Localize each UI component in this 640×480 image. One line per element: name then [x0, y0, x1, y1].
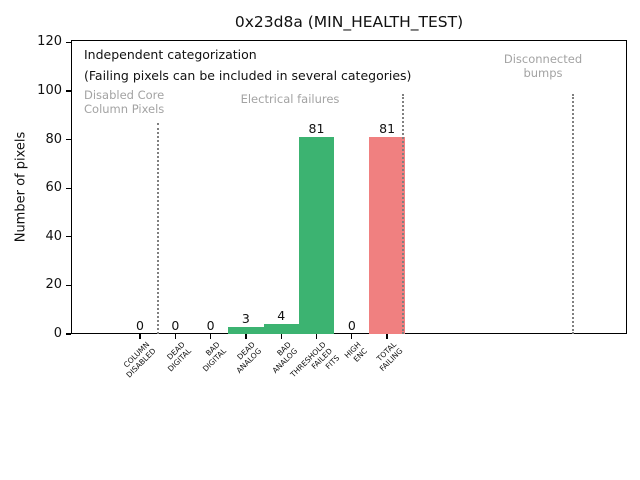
- y-tick-label: 40: [45, 228, 62, 244]
- bar: [369, 137, 405, 334]
- bar-value-label: 3: [241, 310, 250, 326]
- x-tick-label-text: COLUMN DISABLED: [121, 340, 158, 380]
- y-tick-label: 60: [45, 180, 62, 196]
- x-tick-mark: [209, 334, 212, 339]
- bar: [263, 324, 299, 334]
- x-tick-label-text: THRESHOLD FAILED FITS: [288, 340, 342, 380]
- plot-area: [71, 40, 627, 334]
- y-tick-mark: [66, 333, 71, 335]
- annotation-independent-categorization: Independent categorization: [84, 47, 257, 62]
- y-tick-mark: [66, 187, 71, 189]
- bar-value-label: 4: [277, 308, 286, 324]
- chart-title: 0x23d8a (MIN_HEALTH_TEST): [234, 13, 464, 31]
- x-tick-label-text: HIGH ENC: [343, 340, 370, 365]
- y-tick-mark: [66, 90, 71, 92]
- x-tick-label-text: DEAD ANALOG: [235, 340, 264, 376]
- y-tick-mark: [66, 284, 71, 287]
- bar-value-label: 81: [308, 121, 325, 137]
- x-tick-mark: [174, 334, 176, 339]
- bar-value-label: 81: [379, 121, 396, 137]
- bar: [298, 137, 335, 334]
- x-tick-mark: [139, 334, 141, 339]
- y-tick-label: 80: [45, 131, 62, 147]
- x-tick-mark: [386, 334, 388, 339]
- x-tick-mark: [245, 334, 247, 339]
- x-tick-label-text: TOTAL FAILING: [375, 340, 406, 374]
- annotation-failing-pixels-note: (Failing pixels can be included in sever…: [84, 68, 412, 83]
- bar: [228, 326, 264, 334]
- x-tick-mark: [351, 334, 353, 339]
- section-label-disconnected-bumps: Disconnected bumps: [503, 52, 583, 80]
- bar-value-label: 0: [136, 318, 144, 333]
- x-tick-mark: [315, 334, 318, 339]
- y-tick-label: 20: [45, 277, 62, 293]
- section-label-disabled-core-column-pixels: Disabled Core Column Pixels: [84, 88, 165, 116]
- x-tick-mark: [280, 334, 282, 339]
- bar-value-label: 0: [347, 318, 356, 333]
- y-tick-label: 100: [37, 83, 62, 99]
- x-tick-label-text: BAD DIGITAL: [201, 340, 229, 374]
- y-tick-mark: [66, 138, 71, 141]
- y-tick-label: 0: [53, 326, 62, 341]
- section-divider-line: [571, 94, 574, 334]
- y-tick-mark: [66, 236, 71, 238]
- section-label-electrical-failures: Electrical failures: [240, 92, 340, 106]
- bar-value-label: 0: [206, 318, 215, 333]
- section-divider-line: [156, 123, 159, 334]
- y-tick-mark: [66, 41, 71, 44]
- y-tick-label: 120: [37, 34, 62, 50]
- x-tick-label-text: DEAD DIGITAL: [165, 340, 194, 374]
- section-divider-line: [401, 94, 404, 334]
- bar-value-label: 0: [171, 318, 180, 333]
